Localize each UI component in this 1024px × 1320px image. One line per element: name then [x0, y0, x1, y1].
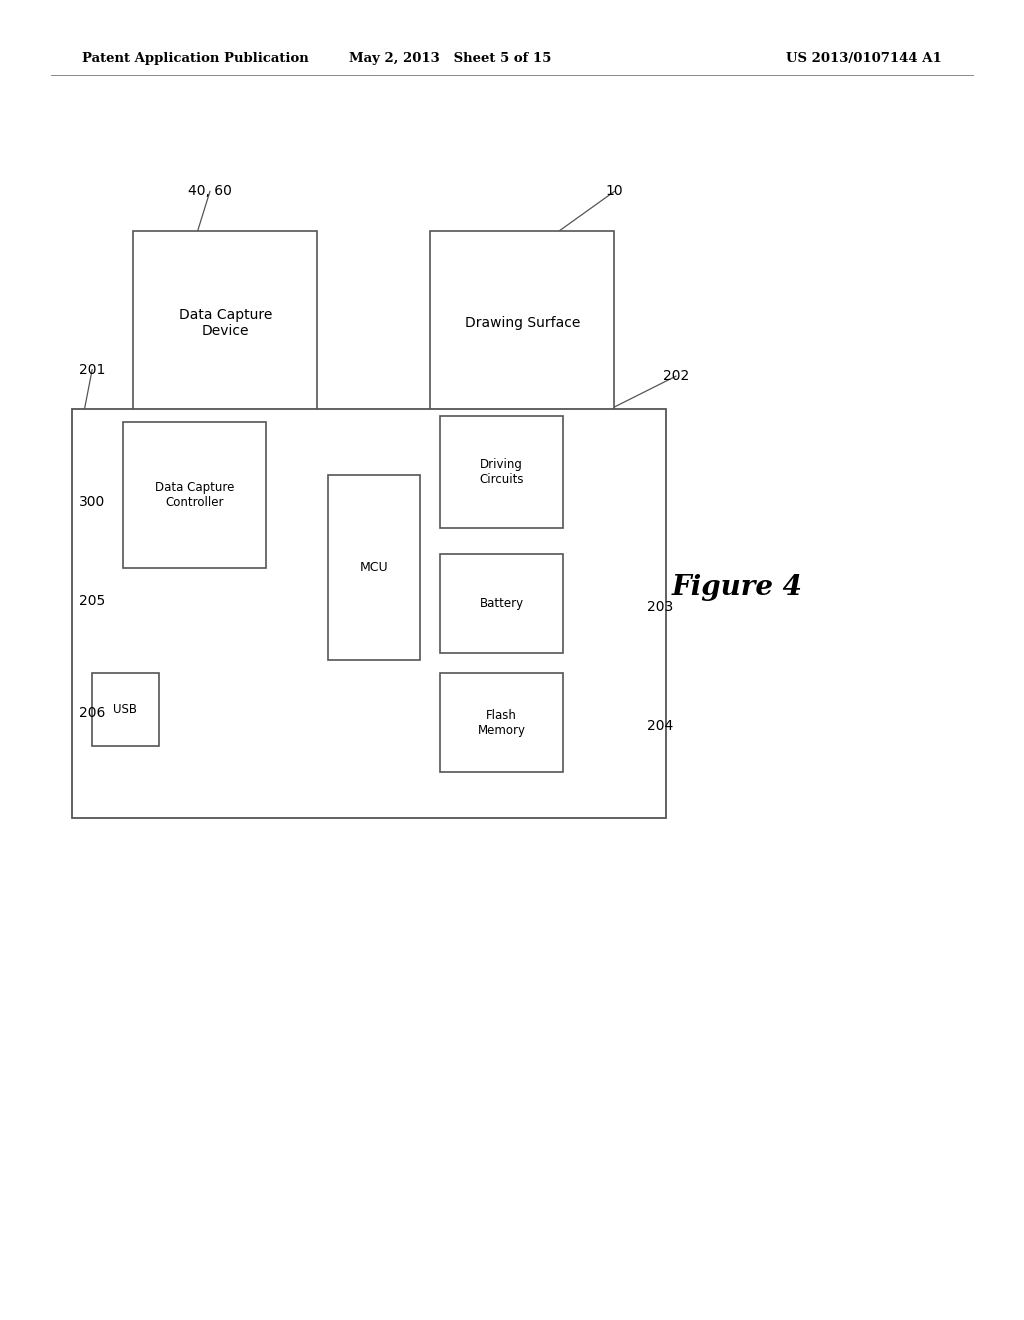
Text: Battery: Battery — [479, 598, 524, 610]
Text: 40, 60: 40, 60 — [188, 185, 231, 198]
Text: Figure 4: Figure 4 — [672, 574, 803, 601]
Text: Drawing Surface: Drawing Surface — [465, 317, 580, 330]
FancyBboxPatch shape — [440, 416, 563, 528]
Text: 201: 201 — [79, 363, 105, 376]
FancyBboxPatch shape — [72, 409, 666, 818]
Text: 10: 10 — [605, 185, 624, 198]
FancyBboxPatch shape — [92, 673, 159, 746]
Text: Data Capture
Controller: Data Capture Controller — [155, 480, 234, 510]
Text: 300: 300 — [79, 495, 105, 508]
FancyBboxPatch shape — [123, 422, 266, 568]
Text: 206: 206 — [79, 706, 105, 719]
Text: Patent Application Publication: Patent Application Publication — [82, 51, 308, 65]
FancyBboxPatch shape — [133, 231, 317, 416]
Text: 202: 202 — [663, 370, 689, 383]
Text: Flash
Memory: Flash Memory — [478, 709, 525, 737]
FancyBboxPatch shape — [440, 673, 563, 772]
Text: Driving
Circuits: Driving Circuits — [479, 458, 524, 486]
Text: May 2, 2013   Sheet 5 of 15: May 2, 2013 Sheet 5 of 15 — [349, 51, 552, 65]
FancyBboxPatch shape — [328, 475, 420, 660]
Text: 204: 204 — [647, 719, 674, 733]
FancyBboxPatch shape — [440, 554, 563, 653]
Text: Data Capture
Device: Data Capture Device — [178, 309, 272, 338]
Text: USB: USB — [114, 704, 137, 715]
FancyBboxPatch shape — [430, 231, 614, 416]
Text: 203: 203 — [647, 601, 674, 614]
Text: US 2013/0107144 A1: US 2013/0107144 A1 — [786, 51, 942, 65]
Text: MCU: MCU — [359, 561, 388, 574]
Text: 205: 205 — [79, 594, 105, 607]
